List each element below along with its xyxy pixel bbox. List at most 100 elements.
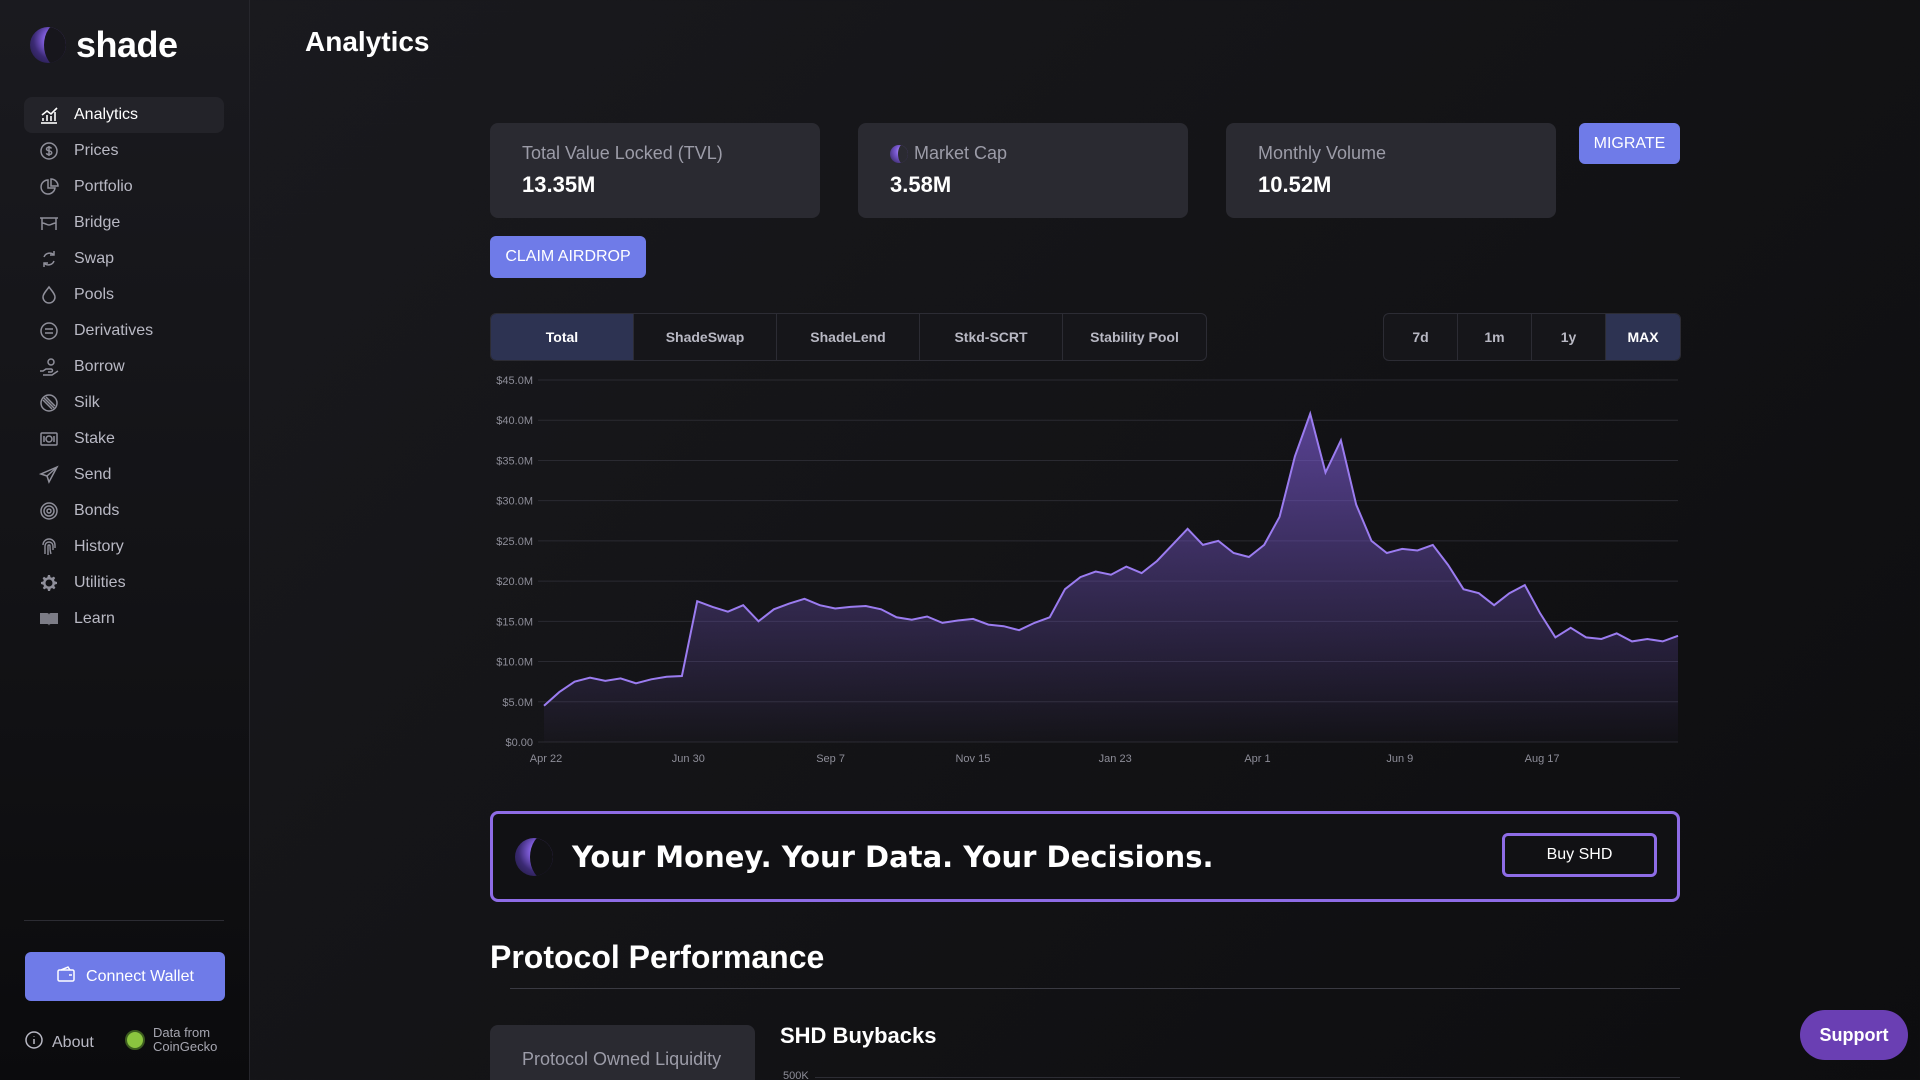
book-icon <box>38 608 60 630</box>
y-tick-label: $30.0M <box>496 496 533 508</box>
borrow-icon <box>38 356 60 378</box>
tvl-chart[interactable]: $0.00 $5.0M $10.0M $15.0M $20.0M $25.0M $30.0M… <box>480 368 1680 768</box>
about-link[interactable]: About <box>24 1030 94 1055</box>
coingecko-text: Data from CoinGecko <box>153 1026 217 1054</box>
sidebar-item-label: Borrow <box>74 358 125 375</box>
tvl-value: 13.35M <box>522 172 596 197</box>
sidebar-item-label: Derivatives <box>74 322 154 339</box>
shade-logo-icon <box>30 27 66 63</box>
shd-token-icon <box>890 144 908 163</box>
swap-icon <box>38 248 60 270</box>
stake-icon <box>38 428 60 450</box>
coingecko-icon <box>125 1030 145 1050</box>
pol-label: Protocol Owned Liquidity <box>522 1049 722 1069</box>
claim-airdrop-button[interactable]: CLAIM AIRDROP <box>490 236 646 278</box>
sidebar-item-utilities[interactable]: Utilities <box>24 565 224 601</box>
buy-shd-button[interactable]: Buy SHD <box>1502 833 1657 877</box>
y-tick-label: $25.0M <box>496 536 533 548</box>
tab-shadeswap[interactable]: ShadeSwap <box>634 314 777 360</box>
sidebar-item-portfolio[interactable]: Portfolio <box>24 169 224 205</box>
x-tick-label: Aug 17 <box>1525 753 1560 765</box>
promo-banner: Your Money. Your Data. Your Decisions. B… <box>490 811 1680 902</box>
sidebar-item-label: Silk <box>74 394 100 411</box>
sidebar-item-label: Swap <box>74 250 115 267</box>
tab-stkd-scrt[interactable]: Stkd-SCRT <box>920 314 1063 360</box>
tvl-card: Total Value Locked (TVL) 13.35M <box>490 123 820 218</box>
sidebar-item-derivatives[interactable]: Derivatives <box>24 313 224 349</box>
shade-logo-icon <box>515 837 553 876</box>
sidebar-item-label: Pools <box>74 286 115 303</box>
tvl-line <box>543 410 1679 707</box>
bonds-icon <box>38 500 60 522</box>
dollar-icon <box>38 140 60 162</box>
x-tick-label: Jan 23 <box>1099 753 1132 765</box>
y-tick-label: $35.0M <box>496 455 533 467</box>
sidebar-item-borrow[interactable]: Borrow <box>24 349 224 385</box>
x-tick-label: Apr 22 <box>530 753 562 765</box>
tvl-chart-svg: $0.00 $5.0M $10.0M $15.0M $20.0M $25.0M $30.0M… <box>496 375 1679 765</box>
x-tick-label: Sep 7 <box>816 753 845 765</box>
range-1y[interactable]: 1y <box>1532 314 1606 360</box>
info-icon <box>24 1030 44 1055</box>
tab-shadelend[interactable]: ShadeLend <box>777 314 920 360</box>
sidebar-item-stake[interactable]: Stake <box>24 421 224 457</box>
support-button[interactable]: Support <box>1800 1010 1908 1060</box>
tab-stability-pool[interactable]: Stability Pool <box>1090 329 1179 345</box>
coingecko-label: CoinGecko <box>153 1039 218 1054</box>
sidebar-item-label: Send <box>74 466 112 483</box>
tab-total[interactable]: Total <box>491 314 634 360</box>
range-selector: 7d 1m 1y MAX <box>1383 313 1681 361</box>
y-tick-label: $15.0M <box>496 616 533 628</box>
banner-text: Your Money. Your Data. Your Decisions. <box>572 839 1214 874</box>
sidebar-item-swap[interactable]: Swap <box>24 241 224 277</box>
buybacks-y-tick: 500K <box>783 1070 809 1080</box>
sidebar-item-bonds[interactable]: Bonds <box>24 493 224 529</box>
sidebar-item-history[interactable]: History <box>24 529 224 565</box>
range-7d[interactable]: 7d <box>1384 314 1458 360</box>
sidebar-divider <box>24 920 224 921</box>
connect-wallet-label: Connect Wallet <box>86 967 194 985</box>
x-tick-label: Apr 1 <box>1244 753 1270 765</box>
sidebar-item-pools[interactable]: Pools <box>24 277 224 313</box>
y-tick-label: $20.0M <box>496 576 533 588</box>
migrate-button[interactable]: MIGRATE <box>1579 123 1680 164</box>
fingerprint-icon <box>38 536 60 558</box>
logo[interactable]: shade <box>30 24 178 66</box>
range-max[interactable]: MAX <box>1606 314 1680 360</box>
sidebar: shade Analytics Prices Portfolio Bridge <box>0 0 250 1080</box>
page-title: Analytics <box>305 26 430 57</box>
y-tick-label: $45.0M <box>496 375 533 387</box>
sidebar-item-learn[interactable]: Learn <box>24 601 224 637</box>
x-tick-label: Nov 15 <box>955 753 990 765</box>
shd-buybacks-title: SHD Buybacks <box>780 1023 937 1048</box>
x-tick-label: Jun 30 <box>672 753 705 765</box>
market-cap-label-row: Market Cap <box>890 143 1156 164</box>
bridge-icon <box>38 212 60 234</box>
coingecko-credit[interactable]: Data from CoinGecko <box>125 1026 217 1054</box>
sidebar-item-label: Bridge <box>74 214 121 231</box>
sidebar-item-prices[interactable]: Prices <box>24 133 224 169</box>
drop-icon <box>38 284 60 306</box>
gear-icon <box>38 572 60 594</box>
market-cap-card: Market Cap 3.58M <box>858 123 1188 218</box>
range-1m[interactable]: 1m <box>1458 314 1532 360</box>
derivatives-icon <box>38 320 60 342</box>
x-tick-label: Jun 9 <box>1386 753 1413 765</box>
sidebar-item-silk[interactable]: Silk <box>24 385 224 421</box>
tvl-label: Total Value Locked (TVL) <box>522 143 723 163</box>
buybacks-gridline <box>815 1077 1680 1078</box>
y-tick-label: $10.0M <box>496 657 533 669</box>
wallet-icon <box>56 964 76 989</box>
y-tick-label: $40.0M <box>496 415 533 427</box>
sidebar-item-label: Utilities <box>74 574 126 591</box>
sidebar-item-send[interactable]: Send <box>24 457 224 493</box>
y-tick-label: $0.00 <box>505 737 533 749</box>
sidebar-item-analytics[interactable]: Analytics <box>24 97 224 133</box>
sidebar-item-label: Bonds <box>74 502 120 519</box>
data-from-label: Data from <box>153 1025 211 1040</box>
sidebar-item-bridge[interactable]: Bridge <box>24 205 224 241</box>
connect-wallet-button[interactable]: Connect Wallet <box>25 952 225 1001</box>
y-tick-label: $5.0M <box>502 697 533 709</box>
monthly-volume-card: Monthly Volume 10.52M <box>1226 123 1556 218</box>
sidebar-item-label: Portfolio <box>74 178 133 195</box>
